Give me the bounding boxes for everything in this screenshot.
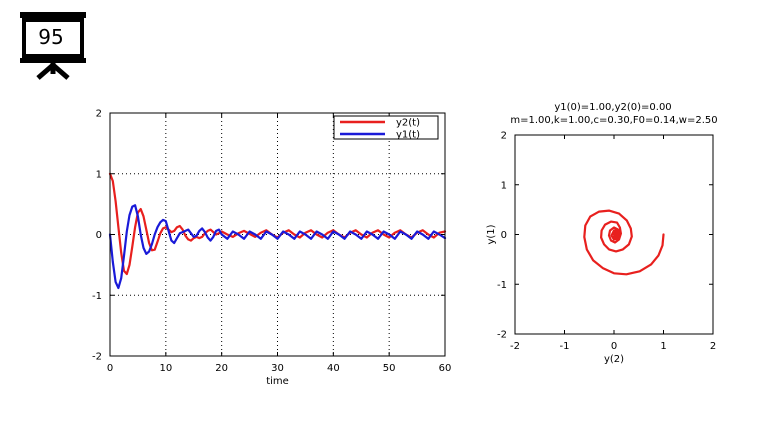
time-series-ticks: 0 10 20 30 40 50 60 -2 -1 0 1 2 xyxy=(92,109,451,375)
legend-label-y2: y2(t) xyxy=(396,118,420,129)
x-tick-label: 40 xyxy=(327,363,340,374)
x-tick-label: 50 xyxy=(383,363,396,374)
y-tick-label: -1 xyxy=(497,280,507,291)
phase-portrait-chart: y1(0)=1.00,y2(0)=0.00 m=1.00,k=1.00,c=0.… xyxy=(486,102,718,365)
presentation-board-icon xyxy=(20,12,86,80)
y-tick-label: 2 xyxy=(96,109,102,120)
time-series-legend: y2(t) y1(t) xyxy=(333,115,439,141)
y-tick-label: 0 xyxy=(501,230,507,241)
x-tick-label: 30 xyxy=(271,363,284,374)
phase-portrait-lines xyxy=(583,209,665,276)
x-tick-label: 0 xyxy=(107,363,113,374)
series-line-y1t xyxy=(108,204,447,290)
y-tick-label: 1 xyxy=(501,180,507,191)
phase-portrait-title: y1(0)=1.00,y2(0)=0.00 xyxy=(554,102,671,113)
y-tick-label: -1 xyxy=(92,291,102,302)
x-tick-label: -1 xyxy=(560,341,570,352)
phase-portrait-x-axis-label: y(2) xyxy=(604,354,624,365)
phase-portrait-y-axis-label: y(1) xyxy=(486,224,497,244)
y-tick-label: 0 xyxy=(96,230,102,241)
time-series-chart: 0 10 20 30 40 50 60 -2 -1 0 1 2 time y2(t) y1(t) xyxy=(92,109,451,388)
phase-portrait-ticks: -2 -1 0 1 2 -2 -1 0 1 2 xyxy=(497,131,716,353)
y-tick-label: 2 xyxy=(501,131,507,142)
legend-label-y1: y1(t) xyxy=(396,130,420,141)
legend-box xyxy=(333,115,439,140)
x-tick-label: 0 xyxy=(611,341,617,352)
x-tick-label: 2 xyxy=(710,341,716,352)
time-series-x-axis-label: time xyxy=(266,376,289,387)
time-series-grid xyxy=(110,113,445,356)
x-tick-label: 60 xyxy=(439,363,452,374)
x-tick-label: 20 xyxy=(215,363,228,374)
slide-number: 95 xyxy=(38,25,64,49)
y-tick-label: -2 xyxy=(497,330,507,341)
y-tick-label: -2 xyxy=(92,352,102,363)
time-series-lines xyxy=(108,172,447,290)
x-tick-label: -2 xyxy=(510,341,520,352)
y-tick-label: 1 xyxy=(96,169,102,180)
x-tick-label: 10 xyxy=(159,363,172,374)
x-tick-label: 1 xyxy=(660,341,666,352)
phase-portrait-subtitle: m=1.00,k=1.00,c=0.30,F0=0.14,w=2.50 xyxy=(510,115,717,126)
phase-endpoint-marker xyxy=(612,229,621,238)
series-line-phase xyxy=(583,209,665,276)
